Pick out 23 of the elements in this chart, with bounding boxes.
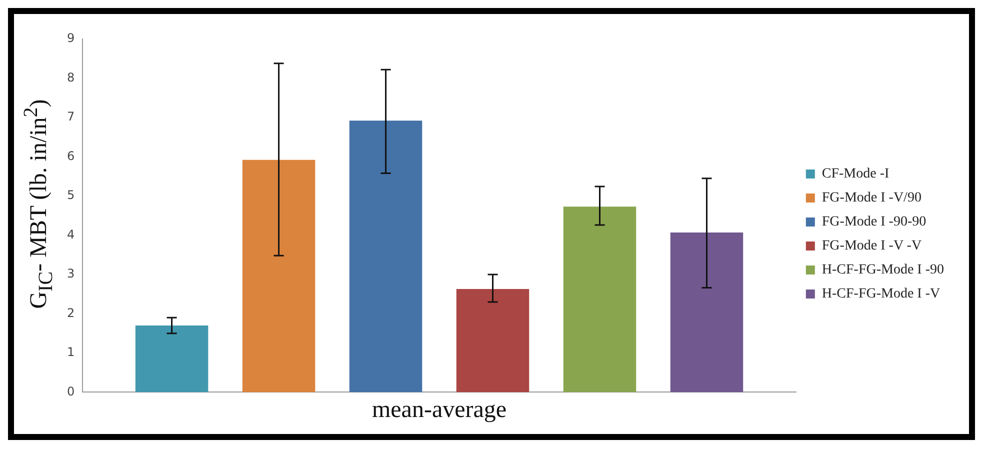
bar [135,325,208,392]
y-tick-label: 1 [66,345,75,360]
legend-label: FG-Mode I -V -V [822,238,922,254]
y-tick-label: 6 [66,148,75,163]
legend-label: FG-Mode I -90-90 [822,214,926,230]
y-tick-label: 4 [66,227,75,242]
bar [670,232,744,392]
legend-label: CF-Mode -I [822,166,890,182]
y-tick-label: 5 [66,188,75,202]
y-tick-label: 8 [66,70,75,84]
y-tick-label: 0 [66,384,75,398]
y-tick-label: 9 [66,31,75,46]
y-tick-label: 7 [66,110,75,124]
bar [349,120,422,392]
bar [242,160,316,392]
y-tick-label: 3 [66,266,75,281]
bar [456,288,530,392]
legend-label: H-CF-FG-Mode I -90 [822,262,944,278]
y-tick-label: 2 [66,306,75,320]
x-axis-title: mean-average [372,396,507,423]
bar [563,206,636,392]
legend-label: FG-Mode I -V/90 [822,190,922,206]
legend-label: H-CF-FG-Mode I -V [822,286,940,302]
